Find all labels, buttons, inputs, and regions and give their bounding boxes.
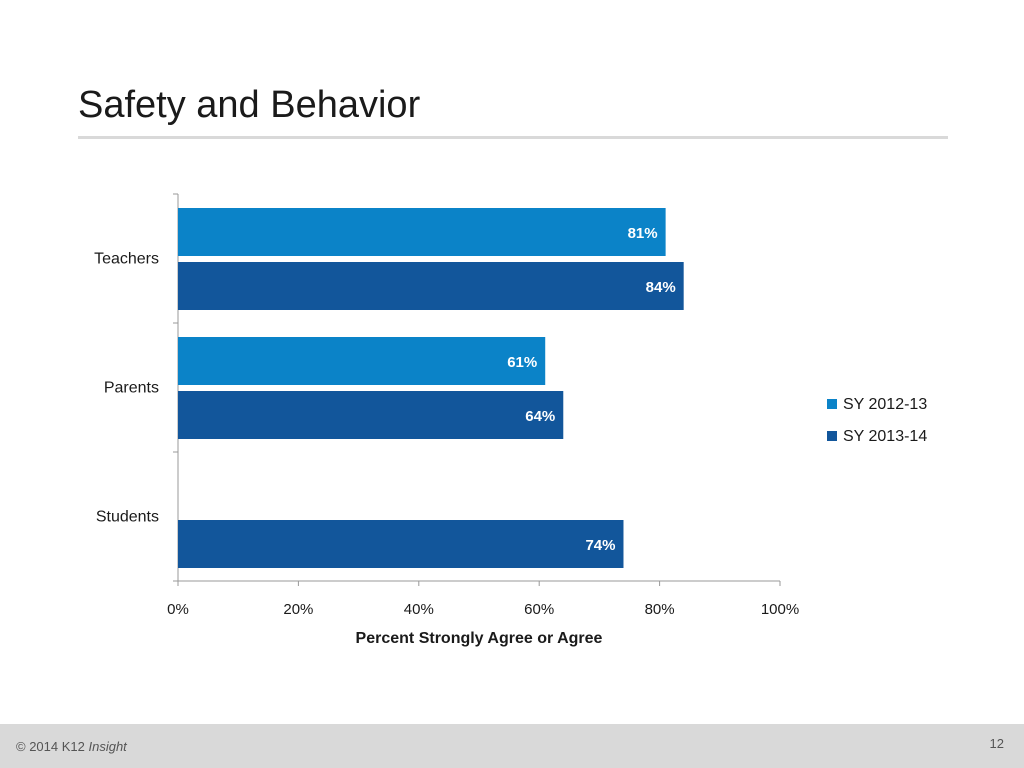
x-tick-label: 0% xyxy=(167,601,189,618)
data-label-teachers-series-2: 84% xyxy=(646,279,676,296)
legend-label-2: SY 2013-14 xyxy=(843,428,927,445)
legend-swatch-1 xyxy=(827,399,837,409)
bar-teachers-series-1 xyxy=(178,208,666,256)
title-divider xyxy=(78,136,948,139)
bar-parents-series-1 xyxy=(178,337,546,385)
bar-teachers-series-2 xyxy=(178,262,684,310)
bar-students-series-2 xyxy=(178,520,624,568)
x-tick-label: 80% xyxy=(645,601,675,618)
footer-copyright: © 2014 K12 Insight xyxy=(16,739,127,754)
bar-chart: 0% 20% 40% 60% 80% 100% Percent Strongly Agree… xyxy=(94,193,927,647)
slide-title: Safety and Behavior xyxy=(78,84,421,126)
footer-bar: © 2014 K12 Insight 12 xyxy=(0,724,1024,768)
copyright-text: © 2014 K12 xyxy=(16,739,85,754)
data-label-teachers-series-1: 81% xyxy=(628,225,658,242)
x-tick-label: 100% xyxy=(761,601,799,618)
data-label-parents-series-2: 64% xyxy=(525,408,555,425)
data-label-parents-series-1: 61% xyxy=(507,354,537,371)
brand-italic-text: Insight xyxy=(88,739,127,754)
bar-parents-series-2 xyxy=(178,391,564,439)
category-label-parents: Parents xyxy=(104,380,159,397)
legend-swatch-2 xyxy=(827,431,837,441)
legend-label-1: SY 2012-13 xyxy=(843,396,927,413)
category-label-students: Students xyxy=(96,509,159,526)
data-label-students-series-2: 74% xyxy=(585,537,615,554)
x-tick-label: 20% xyxy=(283,601,313,618)
x-tick-label: 40% xyxy=(404,601,434,618)
x-tick-label: 60% xyxy=(524,601,554,618)
x-axis-title: Percent Strongly Agree or Agree xyxy=(356,630,603,647)
category-label-teachers: Teachers xyxy=(94,251,159,268)
page-number: 12 xyxy=(989,736,1004,751)
